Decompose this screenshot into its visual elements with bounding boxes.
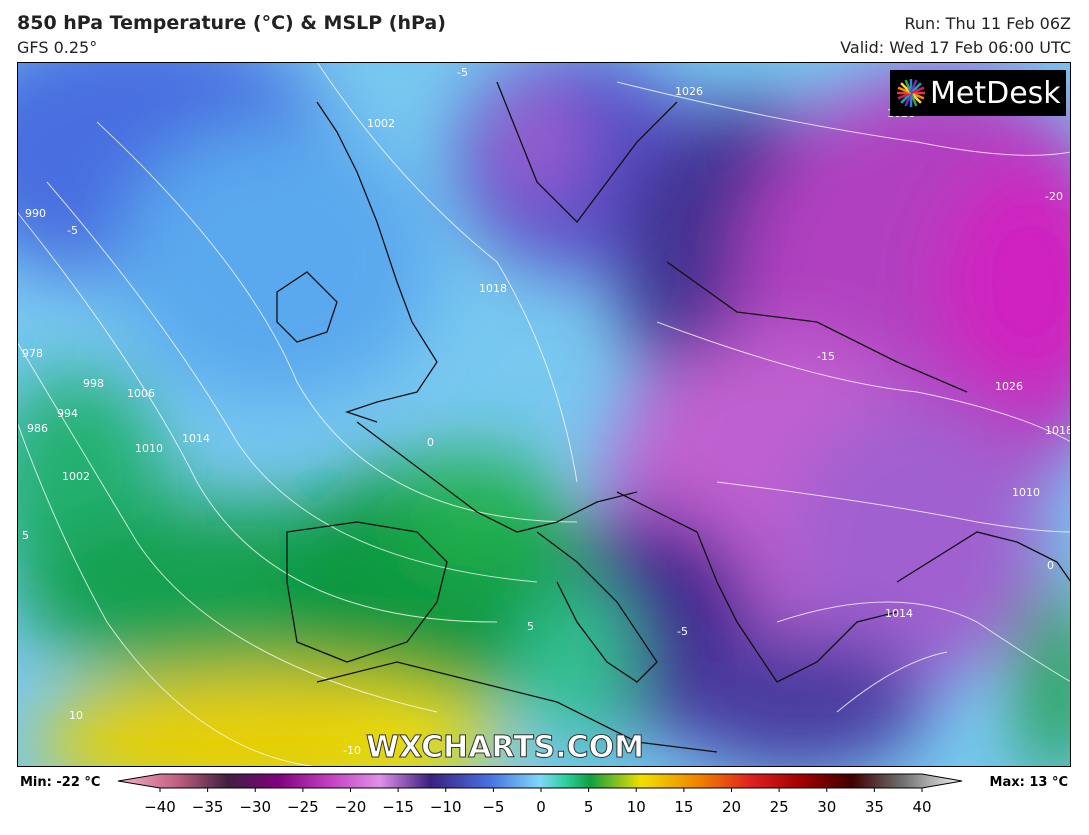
- title: 850 hPa Temperature (°C) & MSLP (hPa): [17, 12, 446, 34]
- isoline-label: -5: [677, 625, 688, 638]
- run: Run: Thu 11 Feb 06Z: [904, 14, 1071, 33]
- isoline-label: 0: [1047, 559, 1054, 572]
- logo: MetDesk: [930, 76, 1061, 111]
- colorbar-tick-label: 20: [722, 798, 741, 816]
- colorbar: Min: -22 °C Max: 13 °C −40 −35 −30 −25 −20 −1…: [20, 773, 1068, 816]
- isoline-label: 986: [27, 422, 48, 435]
- logo-ray: [910, 86, 925, 95]
- colorbar-tick-label: 35: [865, 798, 884, 816]
- isoline-label: 1002: [367, 117, 395, 130]
- valid: Valid: Wed 17 Feb 06:00 UTC: [840, 38, 1071, 57]
- colorbar-tick-label: −5: [482, 798, 504, 816]
- colorbar-tick-label: −35: [192, 798, 224, 816]
- isoline-label: 1026: [675, 85, 703, 98]
- colorbar-tick-label: 25: [770, 798, 789, 816]
- isoline-label: 1018: [479, 282, 507, 295]
- colorbar-tick-label: 40: [912, 798, 931, 816]
- colorbar-tick-label: 5: [584, 798, 594, 816]
- colorbar-tick-label: −30: [239, 798, 271, 816]
- isoline-label: 5: [22, 529, 29, 542]
- min-label: Min: -22 °C: [20, 775, 100, 790]
- isoline-label: 1010: [135, 442, 163, 455]
- colorbar-tick-label: 10: [627, 798, 646, 816]
- isoline-label: 1026: [995, 380, 1023, 393]
- logo-icon: [897, 79, 925, 107]
- isoline-label: 1018: [1045, 424, 1071, 437]
- temperature-field: [17, 62, 1071, 767]
- isoline-label: -5: [457, 66, 468, 79]
- isoline-label: 978: [22, 347, 43, 360]
- isoline-label: 998: [83, 377, 104, 390]
- colorbar-tick-label: −10: [430, 798, 462, 816]
- isoline-label: -5: [67, 224, 78, 237]
- isoline-label: 1010: [1012, 486, 1040, 499]
- map-frame: [17, 62, 1071, 767]
- map: 1002 990 -5 -5 1026 1026 -20 1018 978 986 994 998 10…: [17, 62, 1071, 767]
- colorbar-tick-label: −25: [287, 798, 319, 816]
- colorbar-ramp: [117, 773, 963, 789]
- colorbar-tick-label: −15: [382, 798, 414, 816]
- isoline-label: 5: [527, 620, 534, 633]
- isoline-label: 0: [427, 436, 434, 449]
- isoline-label: -20: [1045, 190, 1063, 203]
- model: GFS 0.25°: [17, 38, 98, 57]
- isoline-label: 1002: [62, 470, 90, 483]
- colorbar-tick-label: 0: [536, 798, 546, 816]
- isoline-label: 994: [57, 407, 78, 420]
- colorbar-tick-label: 15: [674, 798, 693, 816]
- isoline-label: -15: [817, 350, 835, 363]
- max-label: Max: 13 °C: [990, 775, 1068, 790]
- isoline-label: 10: [69, 709, 83, 722]
- isoline-label: 1014: [182, 432, 210, 445]
- isoline-label: -10: [343, 744, 361, 757]
- watermark: WXCHARTS.COM: [366, 730, 644, 765]
- isoline-label: 990: [25, 207, 46, 220]
- colorbar-tick-label: −40: [144, 798, 176, 816]
- colorbar-tick-label: 30: [817, 798, 836, 816]
- isoline-label: 1014: [885, 607, 913, 620]
- colorbar-tick-label: −20: [335, 798, 367, 816]
- isoline-label: 1006: [127, 387, 155, 400]
